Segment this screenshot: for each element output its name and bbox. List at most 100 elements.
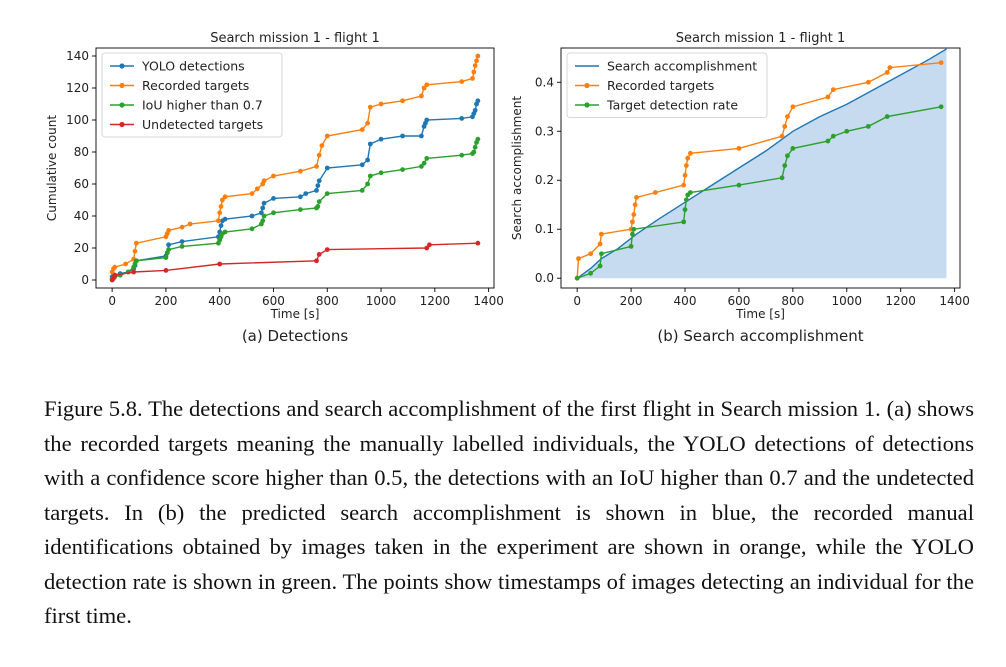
chart-a-data-point [297,168,303,174]
chart-a-data-point [367,141,373,147]
chart-b-data-point [631,226,637,232]
chart-a-y-tick-label: 100 [66,113,89,127]
chart-a-data-point [222,229,228,235]
chart-a-data-point [474,58,479,64]
chart-a-legend-marker [119,82,125,89]
chart-a-data-point [421,160,427,166]
chart-a-legend-marker [119,63,125,69]
chart-a-data-point [222,194,228,200]
chart-a-data-point [249,191,255,197]
chart-a-data-point [378,170,384,176]
chart-a-data-point [123,261,128,267]
chart-a-y-tick-label: 40 [74,209,89,223]
chart-a-data-point [315,204,321,209]
chart-b-data-point [634,194,639,200]
chart-b-x-tick-label: 1000 [831,294,862,308]
chart-a-data-point [314,258,319,264]
chart-a-data-point [359,162,365,168]
chart-b-data-point [790,104,796,110]
chart-b-data-point [599,231,604,237]
chart-b-data-point [599,251,604,257]
chart-b-data-point [830,87,836,93]
chart-b-data-point [681,182,687,188]
chart-a-data-point [365,181,371,187]
chart-b-data-point [682,172,688,178]
chart-a-data-point [218,204,224,209]
chart-a-data-point [179,224,185,230]
chart-b-data-point [652,190,658,195]
chart-b-data-point [938,104,944,110]
chart-b-y-axis-label: Search accomplishment [510,96,524,240]
chart-a-data-point [131,269,137,275]
chart-a-legend-marker [119,102,125,108]
chart-b-data-point [688,150,693,156]
chart-a-data-point [324,133,330,139]
chart-a-data-point [215,218,221,224]
chart-a-data-point [112,264,118,270]
chart-a-y-tick-label: 140 [66,49,89,63]
chart-b-data-point [685,155,691,161]
chart-a-data-point [261,178,267,184]
chart-a-data-point [316,152,322,158]
chart-a-data-point [271,210,276,216]
chart-b-title: Search mission 1 - flight 1 [676,31,846,46]
chart-a-series-2 [109,136,481,281]
chart-a-x-tick-label: 600 [262,294,285,308]
chart-a-data-point [471,69,477,75]
chart-a-data-point [475,136,481,142]
chart-a-y-tick-label: 0 [81,273,89,287]
chart-b-data-point [736,182,742,188]
chart-a-data-point [319,143,325,149]
chart-b-series-1 [574,60,944,281]
chart-a-y-tick-label: 60 [74,177,89,191]
chart-a-data-point [217,210,223,216]
chart-a-subtitle: (a) Detections [242,327,349,345]
chart-a-data-point [424,117,430,123]
chart-a-y-tick-label: 120 [66,81,89,95]
chart-a-data-point [314,164,319,169]
chart-a-data-point [187,221,193,227]
chart-b-area-fill [577,49,947,279]
chart-a-axes-frame [95,47,495,289]
chart-b-data-point [865,79,871,85]
chart-a-data-point [459,116,465,121]
chart-a-legend-box [101,52,283,138]
chart-b-x-tick-label: 1400 [939,294,970,308]
chart-a-data-point [316,199,322,205]
chart-a-data-point [314,188,319,193]
chart-a-data-point [472,63,478,68]
chart-a-data-point [132,248,138,254]
chart-a-data-point [365,157,371,163]
chart-a-title: Search mission 1 - flight 1 [210,31,380,46]
chart-b-x-tick-label: 800 [781,294,804,308]
chart-a-data-point [324,165,330,171]
chart-a-series-1 [109,53,481,275]
chart-a-data-point [475,98,481,104]
chart-a-legend-label: Undetected targets [142,117,263,132]
chart-b-data-point [779,133,785,139]
chart-a-data-point [459,79,465,84]
chart-b-legend-marker [584,82,590,89]
chart-b-data-point [574,275,580,281]
chart-b-legend-marker [584,102,590,108]
chart-b-data-point [688,190,693,195]
chart-b-axes-frame [560,47,961,289]
chart-a-data-point [365,120,371,126]
chart-a-data-point [418,93,424,99]
chart-b-data-point [597,263,603,269]
chart-b-data-point [825,138,831,144]
chart-a-data-point [359,188,365,193]
chart-a-data-point [297,194,303,200]
chart-a-data-point [112,272,118,278]
chart-a-data-point [222,216,228,222]
chart-a-data-point [359,127,365,132]
chart-a-series-3 [109,240,481,283]
chart-a-x-axis-label: Time [s] [270,307,320,321]
chart-a-data-point [378,101,384,107]
chart-a-data-point [260,205,266,211]
chart-a-data-point [166,247,172,253]
chart-b-data-point [785,114,790,119]
chart-b-legend-label: Target detection rate [606,98,738,113]
chart-a-data-point [472,108,478,113]
chart-a-data-point [424,245,430,251]
